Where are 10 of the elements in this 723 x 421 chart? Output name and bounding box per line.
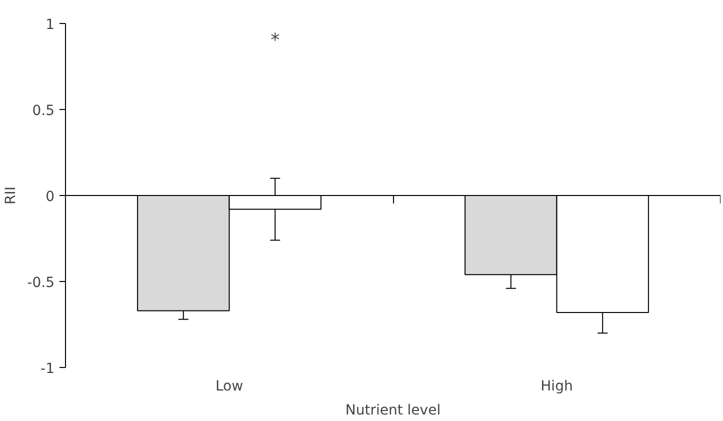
x-tick-label: Low: [215, 378, 244, 394]
y-tick-label: 1: [46, 17, 55, 33]
y-tick-label: 0: [46, 189, 55, 205]
y-tick-label: -1: [40, 361, 55, 377]
annotation: *: [270, 30, 280, 52]
y-tick-label: 0.5: [32, 103, 54, 119]
x-axis-title: Nutrient level: [345, 402, 441, 418]
y-tick-label: -0.5: [27, 275, 55, 291]
x-tick-label: High: [540, 378, 573, 394]
y-axis-title: RII: [3, 186, 20, 204]
